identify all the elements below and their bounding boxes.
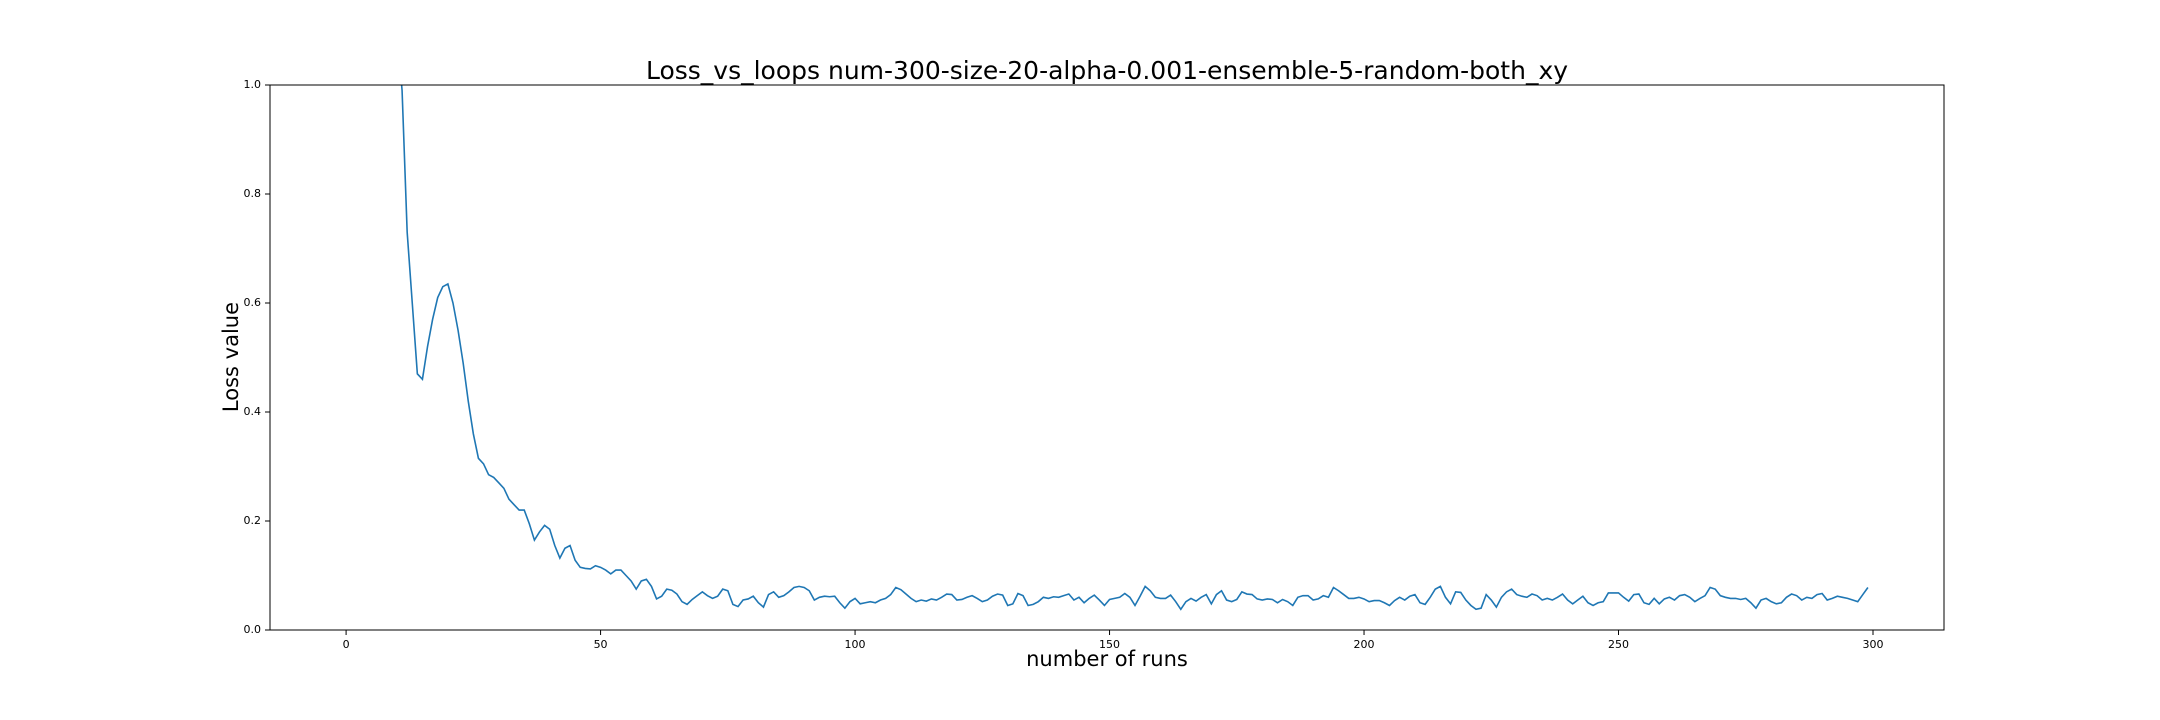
y-tick-label: 1.0 — [244, 78, 262, 91]
x-tick-label: 200 — [1354, 638, 1375, 651]
y-tick-label: 0.0 — [244, 623, 262, 636]
y-tick-label: 0.6 — [244, 296, 262, 309]
x-tick-label: 150 — [1099, 638, 1120, 651]
x-axis-label: number of runs — [1026, 647, 1188, 671]
y-tick-label: 0.2 — [244, 514, 262, 527]
x-tick-label: 250 — [1608, 638, 1629, 651]
x-tick-label: 300 — [1862, 638, 1883, 651]
x-tick-label: 100 — [845, 638, 866, 651]
y-axis-label: Loss value — [219, 302, 243, 412]
plot-frame — [269, 84, 1945, 631]
chart-title: Loss_vs_loops num-300-size-20-alpha-0.00… — [646, 56, 1568, 85]
y-tick-label: 0.8 — [244, 187, 262, 200]
x-tick-label: 0 — [343, 638, 350, 651]
y-tick-label: 0.4 — [244, 405, 262, 418]
x-tick-label: 50 — [594, 638, 608, 651]
data-line — [400, 85, 1869, 611]
